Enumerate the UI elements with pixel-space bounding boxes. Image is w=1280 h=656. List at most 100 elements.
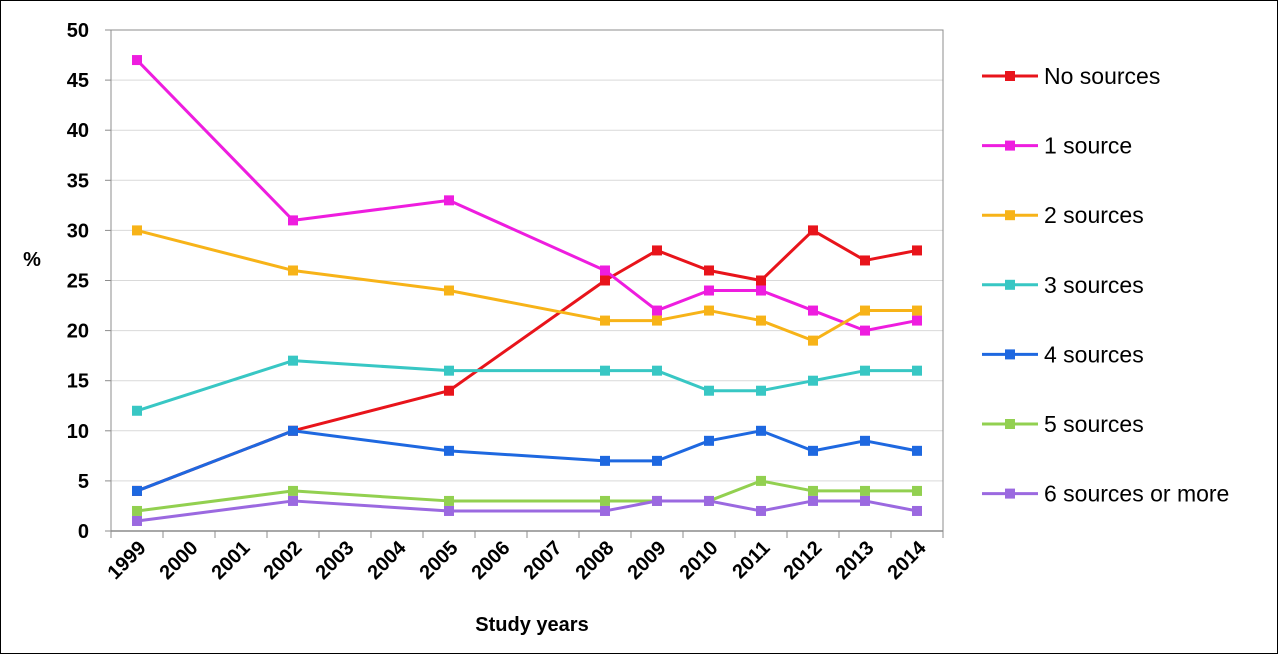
legend-label: No sources <box>1044 63 1160 89</box>
legend-item: 6 sources or more <box>982 481 1229 507</box>
data-point <box>912 365 922 376</box>
data-point <box>652 315 662 326</box>
x-tick-label: 2009 <box>624 537 671 584</box>
legend-item: 3 sources <box>982 272 1144 298</box>
data-point <box>860 365 870 376</box>
legend-label: 5 sources <box>1044 411 1144 437</box>
x-tick-label: 2001 <box>208 537 255 584</box>
x-axis-title: Study years <box>475 614 588 636</box>
y-tick-label: 20 <box>67 321 89 343</box>
data-point <box>444 385 454 396</box>
data-point <box>132 505 142 516</box>
series-7 <box>132 495 922 526</box>
series-3 <box>132 225 922 346</box>
data-point <box>652 305 662 316</box>
legend-swatch-marker <box>1005 279 1015 290</box>
legend-label: 3 sources <box>1044 272 1144 298</box>
y-tick-label: 0 <box>78 521 89 543</box>
y-axis-title: % <box>23 249 41 271</box>
legend-label: 2 sources <box>1044 202 1144 228</box>
data-point <box>704 385 714 396</box>
data-point <box>444 495 454 506</box>
legend-item: 4 sources <box>982 341 1144 367</box>
legend-swatch-marker <box>1005 140 1015 151</box>
series-4 <box>132 355 922 416</box>
data-point <box>756 285 766 296</box>
data-point <box>912 305 922 316</box>
data-point <box>704 285 714 296</box>
data-point <box>132 515 142 526</box>
data-point <box>132 55 142 66</box>
data-point <box>912 245 922 256</box>
data-point <box>912 315 922 326</box>
legend-label: 4 sources <box>1044 341 1144 367</box>
legend-swatch-marker <box>1005 210 1015 221</box>
data-point <box>444 505 454 516</box>
legend-label: 1 source <box>1044 133 1132 159</box>
data-point <box>808 495 818 506</box>
data-point <box>860 305 870 316</box>
y-tick-label: 40 <box>67 120 89 142</box>
series-line <box>136 429 918 493</box>
y-tick-label: 35 <box>67 170 89 192</box>
data-point <box>808 335 818 346</box>
data-point <box>288 495 298 506</box>
data-point <box>808 305 818 316</box>
data-point <box>756 425 766 436</box>
data-point <box>756 315 766 326</box>
data-point <box>600 505 610 516</box>
gridlines <box>111 79 943 482</box>
series-line <box>136 228 918 493</box>
x-tick-label: 2014 <box>884 536 932 584</box>
legend-swatch-marker <box>1005 488 1015 499</box>
data-point <box>912 485 922 496</box>
data-point <box>652 495 662 506</box>
data-point <box>600 265 610 276</box>
data-point <box>132 405 142 416</box>
x-tick-label: 2008 <box>572 537 619 584</box>
data-point <box>600 365 610 376</box>
x-tick-label: 2010 <box>676 537 723 584</box>
y-tick-label: 25 <box>67 271 89 293</box>
data-point <box>704 495 714 506</box>
x-tick-label: 2005 <box>416 537 463 584</box>
x-tick-label: 2004 <box>364 536 412 584</box>
y-tick-label: 15 <box>67 371 89 393</box>
data-point <box>288 355 298 366</box>
x-tick-label: 2006 <box>468 537 515 584</box>
legend-swatch-marker <box>1005 349 1015 360</box>
data-point <box>132 485 142 496</box>
data-point <box>808 485 818 496</box>
data-point <box>704 265 714 276</box>
legend-item: 2 sources <box>982 202 1144 228</box>
data-point <box>444 445 454 456</box>
data-point <box>704 305 714 316</box>
y-tick-labels: 0 5 10 15 20 25 30 35 40 45 50 <box>67 20 89 543</box>
legend-swatch-marker <box>1005 419 1015 429</box>
data-point <box>860 495 870 506</box>
data-point <box>860 255 870 266</box>
data-point <box>860 485 870 496</box>
data-point <box>756 505 766 516</box>
data-point <box>288 425 298 436</box>
data-point <box>600 315 610 326</box>
data-point <box>808 445 818 456</box>
data-point <box>652 365 662 376</box>
y-tick-label: 10 <box>67 421 89 443</box>
x-tick-label: 1999 <box>104 537 151 584</box>
y-tick-label: 45 <box>67 70 89 92</box>
y-tick-label: 50 <box>67 20 89 42</box>
series-line <box>136 499 918 523</box>
legend-swatch-marker <box>1005 71 1015 81</box>
series-line <box>136 228 917 343</box>
data-point <box>444 195 454 206</box>
data-point <box>756 275 766 286</box>
data-point <box>444 285 454 296</box>
series-2 <box>132 55 922 336</box>
data-point <box>600 275 610 286</box>
data-point <box>756 385 766 396</box>
legend-label: 6 sources or more <box>1044 481 1229 507</box>
series-5 <box>132 425 922 496</box>
y-tick-label: 30 <box>67 220 89 242</box>
